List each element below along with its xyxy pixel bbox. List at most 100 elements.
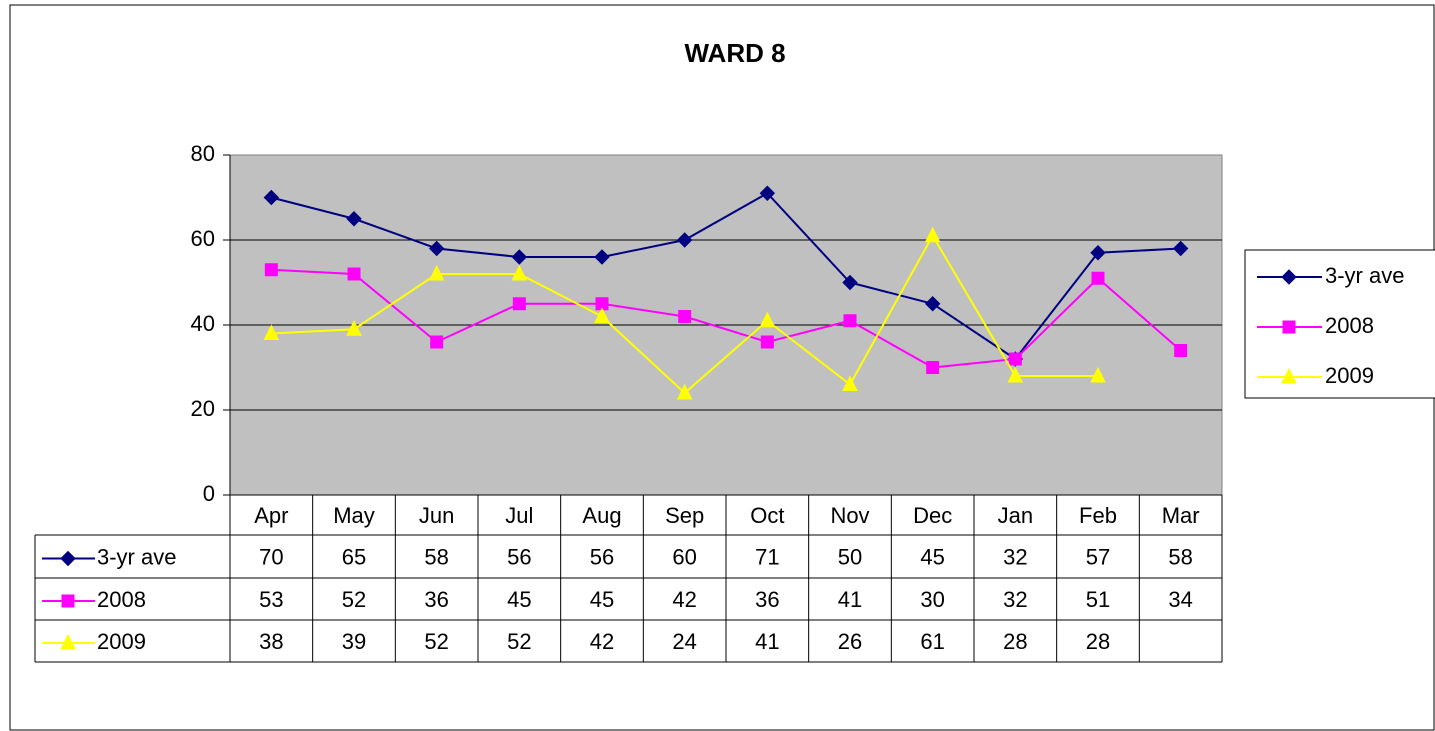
x-tick-label: Dec [913, 503, 952, 528]
data-point [1091, 271, 1105, 285]
data-point [924, 226, 941, 243]
table-row-label: 3-yr ave [97, 544, 176, 569]
table-cell: 45 [507, 587, 531, 612]
legend-marker [1281, 367, 1297, 384]
data-point [430, 335, 444, 349]
x-tick-label: Jun [419, 503, 454, 528]
table-row-label: 2009 [97, 629, 146, 654]
table-cell: 41 [755, 629, 779, 654]
table-cell: 39 [342, 629, 366, 654]
chart-title: WARD 8 [684, 38, 785, 68]
table-cell: 58 [424, 544, 448, 569]
table-row-label: 2008 [97, 587, 146, 612]
legend-label: 3-yr ave [1325, 263, 1404, 288]
data-point [594, 249, 610, 265]
table-cell: 52 [342, 587, 366, 612]
x-tick-label: Apr [254, 503, 288, 528]
x-tick-label: Nov [830, 503, 869, 528]
legend-marker [1282, 320, 1296, 334]
table-cell: 52 [424, 629, 448, 654]
legend-label: 2008 [1325, 313, 1374, 338]
table-cell: 71 [755, 544, 779, 569]
x-tick-label: Oct [750, 503, 784, 528]
table-cell: 42 [672, 587, 696, 612]
data-point [263, 324, 280, 340]
table-cell: 70 [259, 544, 283, 569]
data-point [594, 307, 610, 323]
data-point [842, 274, 858, 291]
table-cell: 28 [1086, 629, 1110, 654]
data-point [676, 232, 693, 248]
x-tick-label: May [333, 503, 375, 528]
table-cell: 61 [920, 629, 944, 654]
table-cell: 56 [590, 544, 614, 569]
table-cell: 30 [920, 587, 944, 612]
legend-marker [1281, 269, 1297, 285]
data-point [1090, 245, 1106, 261]
table-cell: 32 [1003, 587, 1027, 612]
table-cell: 36 [424, 587, 448, 612]
series-line [271, 268, 1182, 369]
legend-marker [61, 594, 75, 608]
y-tick-label: 80 [191, 141, 215, 166]
data-point [428, 264, 445, 281]
y-tick-label: 0 [203, 481, 215, 506]
table-cell: 65 [342, 544, 366, 569]
table-cell: 57 [1086, 544, 1110, 569]
table-cell: 32 [1003, 544, 1027, 569]
data-point [347, 267, 361, 281]
table-cell: 34 [1168, 587, 1192, 612]
data-point [263, 189, 280, 206]
y-tick-label: 40 [191, 311, 215, 336]
data-point [926, 361, 940, 374]
table-cell: 41 [838, 587, 862, 612]
table-cell: 42 [590, 629, 614, 654]
y-tick-label: 60 [191, 226, 215, 251]
table-cell: 24 [672, 629, 696, 654]
data-point [512, 297, 526, 311]
table-cell: 28 [1003, 629, 1027, 654]
series-line [271, 191, 1181, 361]
data-point [1090, 366, 1106, 383]
data-point [511, 264, 528, 281]
table-cell: 38 [259, 629, 283, 654]
data-point [759, 185, 776, 201]
table-cell: 36 [755, 587, 779, 612]
data-point [1172, 240, 1189, 257]
table-cell: 50 [838, 544, 862, 569]
data-point [678, 310, 692, 323]
data-point [843, 314, 857, 328]
table-cell: 51 [1086, 587, 1110, 612]
data-point [1007, 366, 1024, 383]
data-point [346, 211, 362, 227]
data-point [1008, 352, 1022, 366]
data-point [760, 335, 774, 349]
table-cell: 45 [590, 587, 614, 612]
data-point [924, 296, 941, 312]
table-cell: 52 [507, 629, 531, 654]
x-tick-label: Jan [998, 503, 1033, 528]
x-tick-label: Jul [505, 503, 533, 528]
table-cell: 60 [672, 544, 696, 569]
table-cell: 53 [259, 587, 283, 612]
x-tick-label: Sep [665, 503, 704, 528]
table-cell: 26 [838, 629, 862, 654]
table-cell: 45 [920, 544, 944, 569]
legend-marker [60, 550, 76, 567]
table-cell: 56 [507, 544, 531, 569]
data-point [264, 263, 278, 277]
x-tick-label: Feb [1079, 503, 1117, 528]
data-point [759, 311, 776, 328]
x-tick-label: Aug [582, 503, 621, 528]
data-point [511, 249, 528, 265]
x-tick-label: Mar [1162, 503, 1200, 528]
legend-label: 2009 [1325, 363, 1374, 388]
data-point [1174, 344, 1188, 357]
y-tick-label: 20 [191, 396, 215, 421]
legend [1244, 249, 1435, 399]
data-point [676, 383, 693, 400]
legend-marker [60, 633, 76, 650]
data-point [428, 240, 445, 257]
